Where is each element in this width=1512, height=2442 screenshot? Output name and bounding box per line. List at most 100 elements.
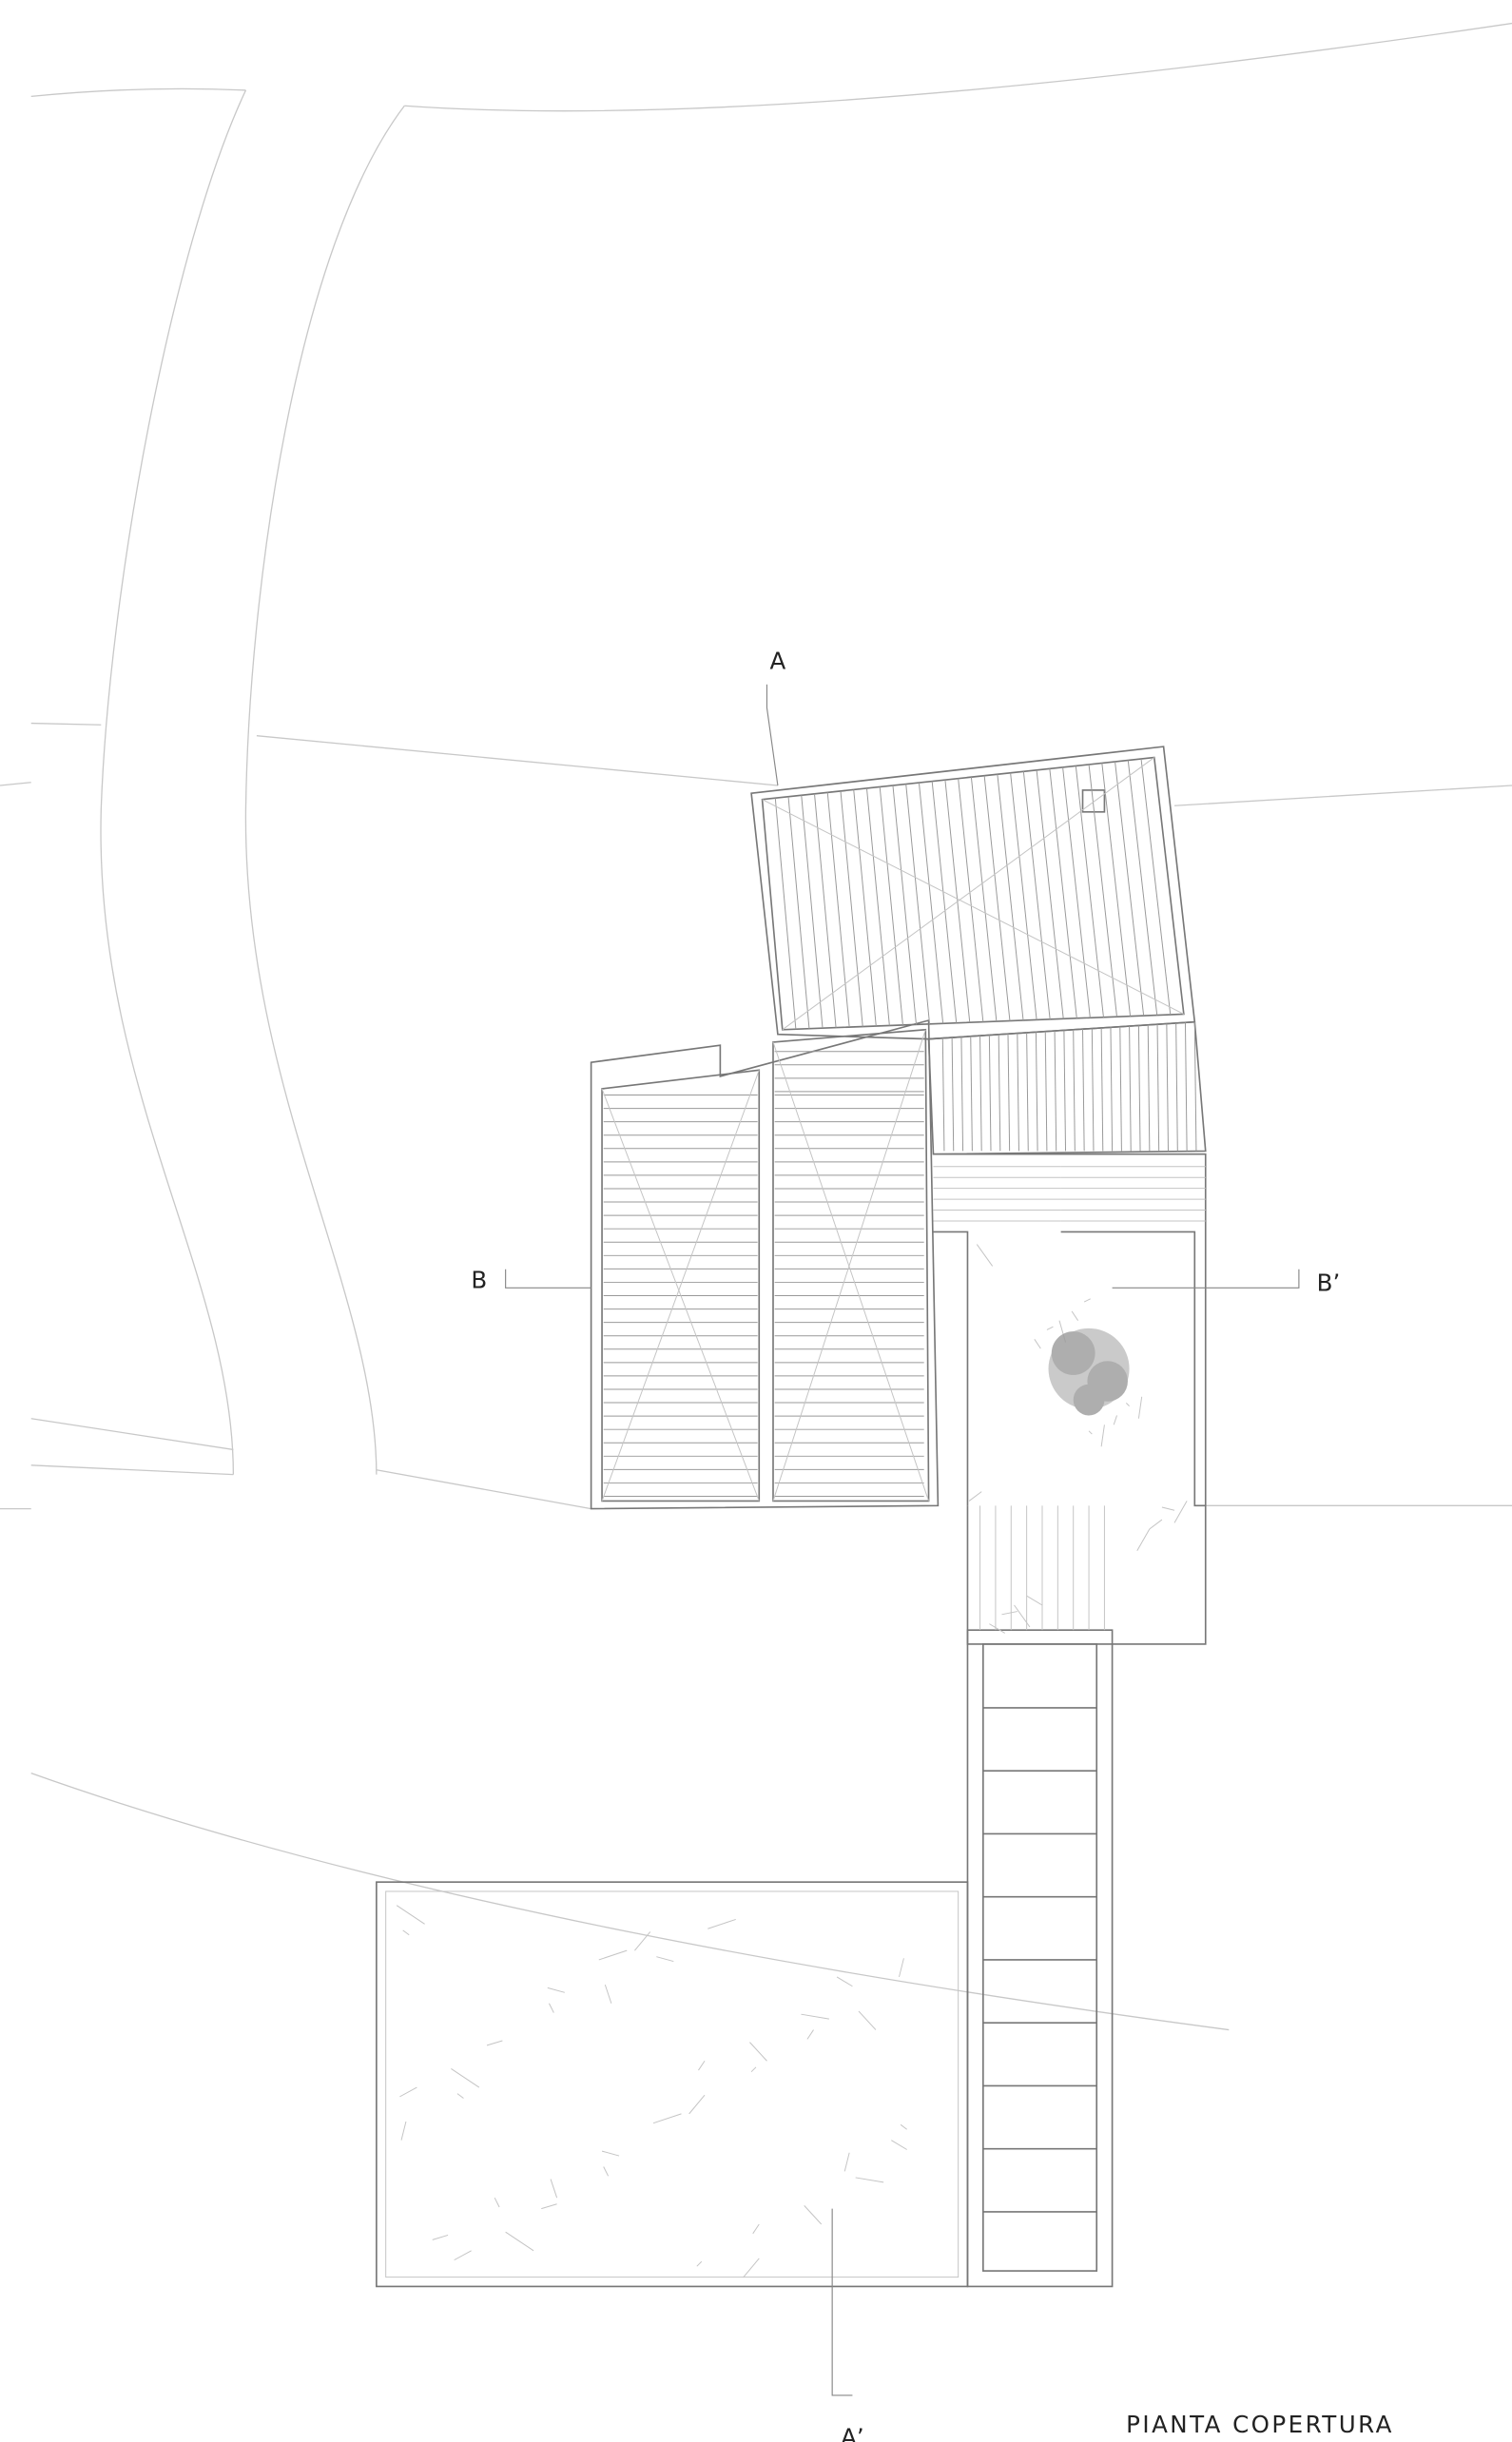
road-edge [30,87,246,98]
roof-hatch [1156,1024,1160,1152]
roof-hatch [1100,1028,1104,1152]
paving [855,2177,884,2183]
roof-hatch [1166,1023,1169,1152]
paving [1100,1424,1105,1447]
paving [494,2197,500,2208]
paving [456,2093,464,2099]
courtyard-wall [1060,1231,1206,1507]
roof-hatch [1115,761,1145,1017]
roof-hatch [905,784,931,1024]
paving [891,2140,907,2150]
paving [1026,1595,1043,1606]
courtyard-wall [933,1231,969,1506]
paving [1113,1415,1117,1425]
paving [749,2042,767,2062]
paving [598,1949,628,1961]
roof-hatch [958,778,984,1022]
paving [1014,1604,1031,1628]
roof-hatch [979,1036,982,1152]
road-edge [244,105,405,1475]
roof-hatch [879,786,903,1025]
hatching [396,757,1206,2277]
stair [966,1629,1114,2288]
drawing-title: PIANTA COPERTURA [1126,2411,1394,2438]
roof-hatch [1101,763,1132,1017]
paving [1046,1326,1054,1330]
paving [752,2223,760,2235]
roof-hatch [853,789,877,1027]
roof-hatch [774,798,797,1030]
roof-hatch [1062,766,1091,1018]
section-label: B [471,1266,487,1293]
paving [1088,1430,1093,1435]
roof-hatch [1137,1025,1141,1152]
paving [601,2150,620,2157]
paving [1071,1310,1079,1321]
paving [804,2205,823,2225]
paving [1034,1339,1041,1349]
roof-hatch [1193,1021,1197,1152]
roof-hatch [960,1037,964,1152]
section-label: A’ [841,2423,864,2442]
skylight [1081,789,1106,813]
roof-hatch [1175,1022,1178,1152]
paving [634,1931,651,1951]
paving [1173,1501,1188,1523]
roof-hatch [1088,764,1117,1018]
paving [688,2094,706,2115]
roof-hatch [1147,1024,1151,1152]
roof-hatch [1054,1031,1057,1152]
paving [696,2260,703,2267]
roof-hatch [988,1035,992,1152]
tree [1048,1328,1130,1416]
ridge-line [601,1070,760,1502]
roof-hatch [951,1037,955,1152]
roof-hatch [801,795,824,1029]
roof-outline [761,756,1185,1031]
section-label: A [770,647,786,674]
road-edge [0,1418,1512,1510]
paving [750,2066,757,2073]
paving [899,1958,904,1978]
paving [806,2029,814,2040]
ridge-line [772,1029,926,1502]
paving [1149,1519,1163,1530]
paving [1161,1506,1175,1511]
paving [402,1929,410,1936]
roof-hatch [1035,1032,1038,1152]
section-line [831,2208,853,2396]
terrace [376,1881,969,2288]
roof-hatch [1091,1028,1095,1152]
paving [547,1987,565,1993]
roof-hatch [970,777,998,1022]
paving [1001,1611,1018,1616]
roof-hatch [1010,772,1037,1020]
section-line [766,684,779,786]
roof-hatch [1036,769,1064,1019]
roof-hatch [998,1034,1001,1152]
roof-hatch [918,783,944,1024]
roof-hatch [1119,1026,1122,1152]
paving [801,2013,829,2020]
paving [656,1956,674,1963]
paving [1125,1403,1130,1406]
paving [603,2166,610,2177]
ridge-line [601,1088,760,1502]
paving [548,2003,554,2013]
paving [396,1905,425,1925]
roof-hatch [1129,1026,1132,1152]
paving [541,2203,557,2210]
paving [505,2231,534,2252]
paving [976,1244,994,1267]
paving [451,2068,480,2088]
roof-hatch [1007,1034,1011,1152]
roof-hatch [997,774,1024,1021]
paving [900,2123,907,2130]
section-line [505,1269,591,1289]
road-edge [30,1773,1230,2031]
roof-hatch [814,793,837,1028]
roof-hatch [1026,1033,1029,1152]
paving [743,2258,760,2277]
